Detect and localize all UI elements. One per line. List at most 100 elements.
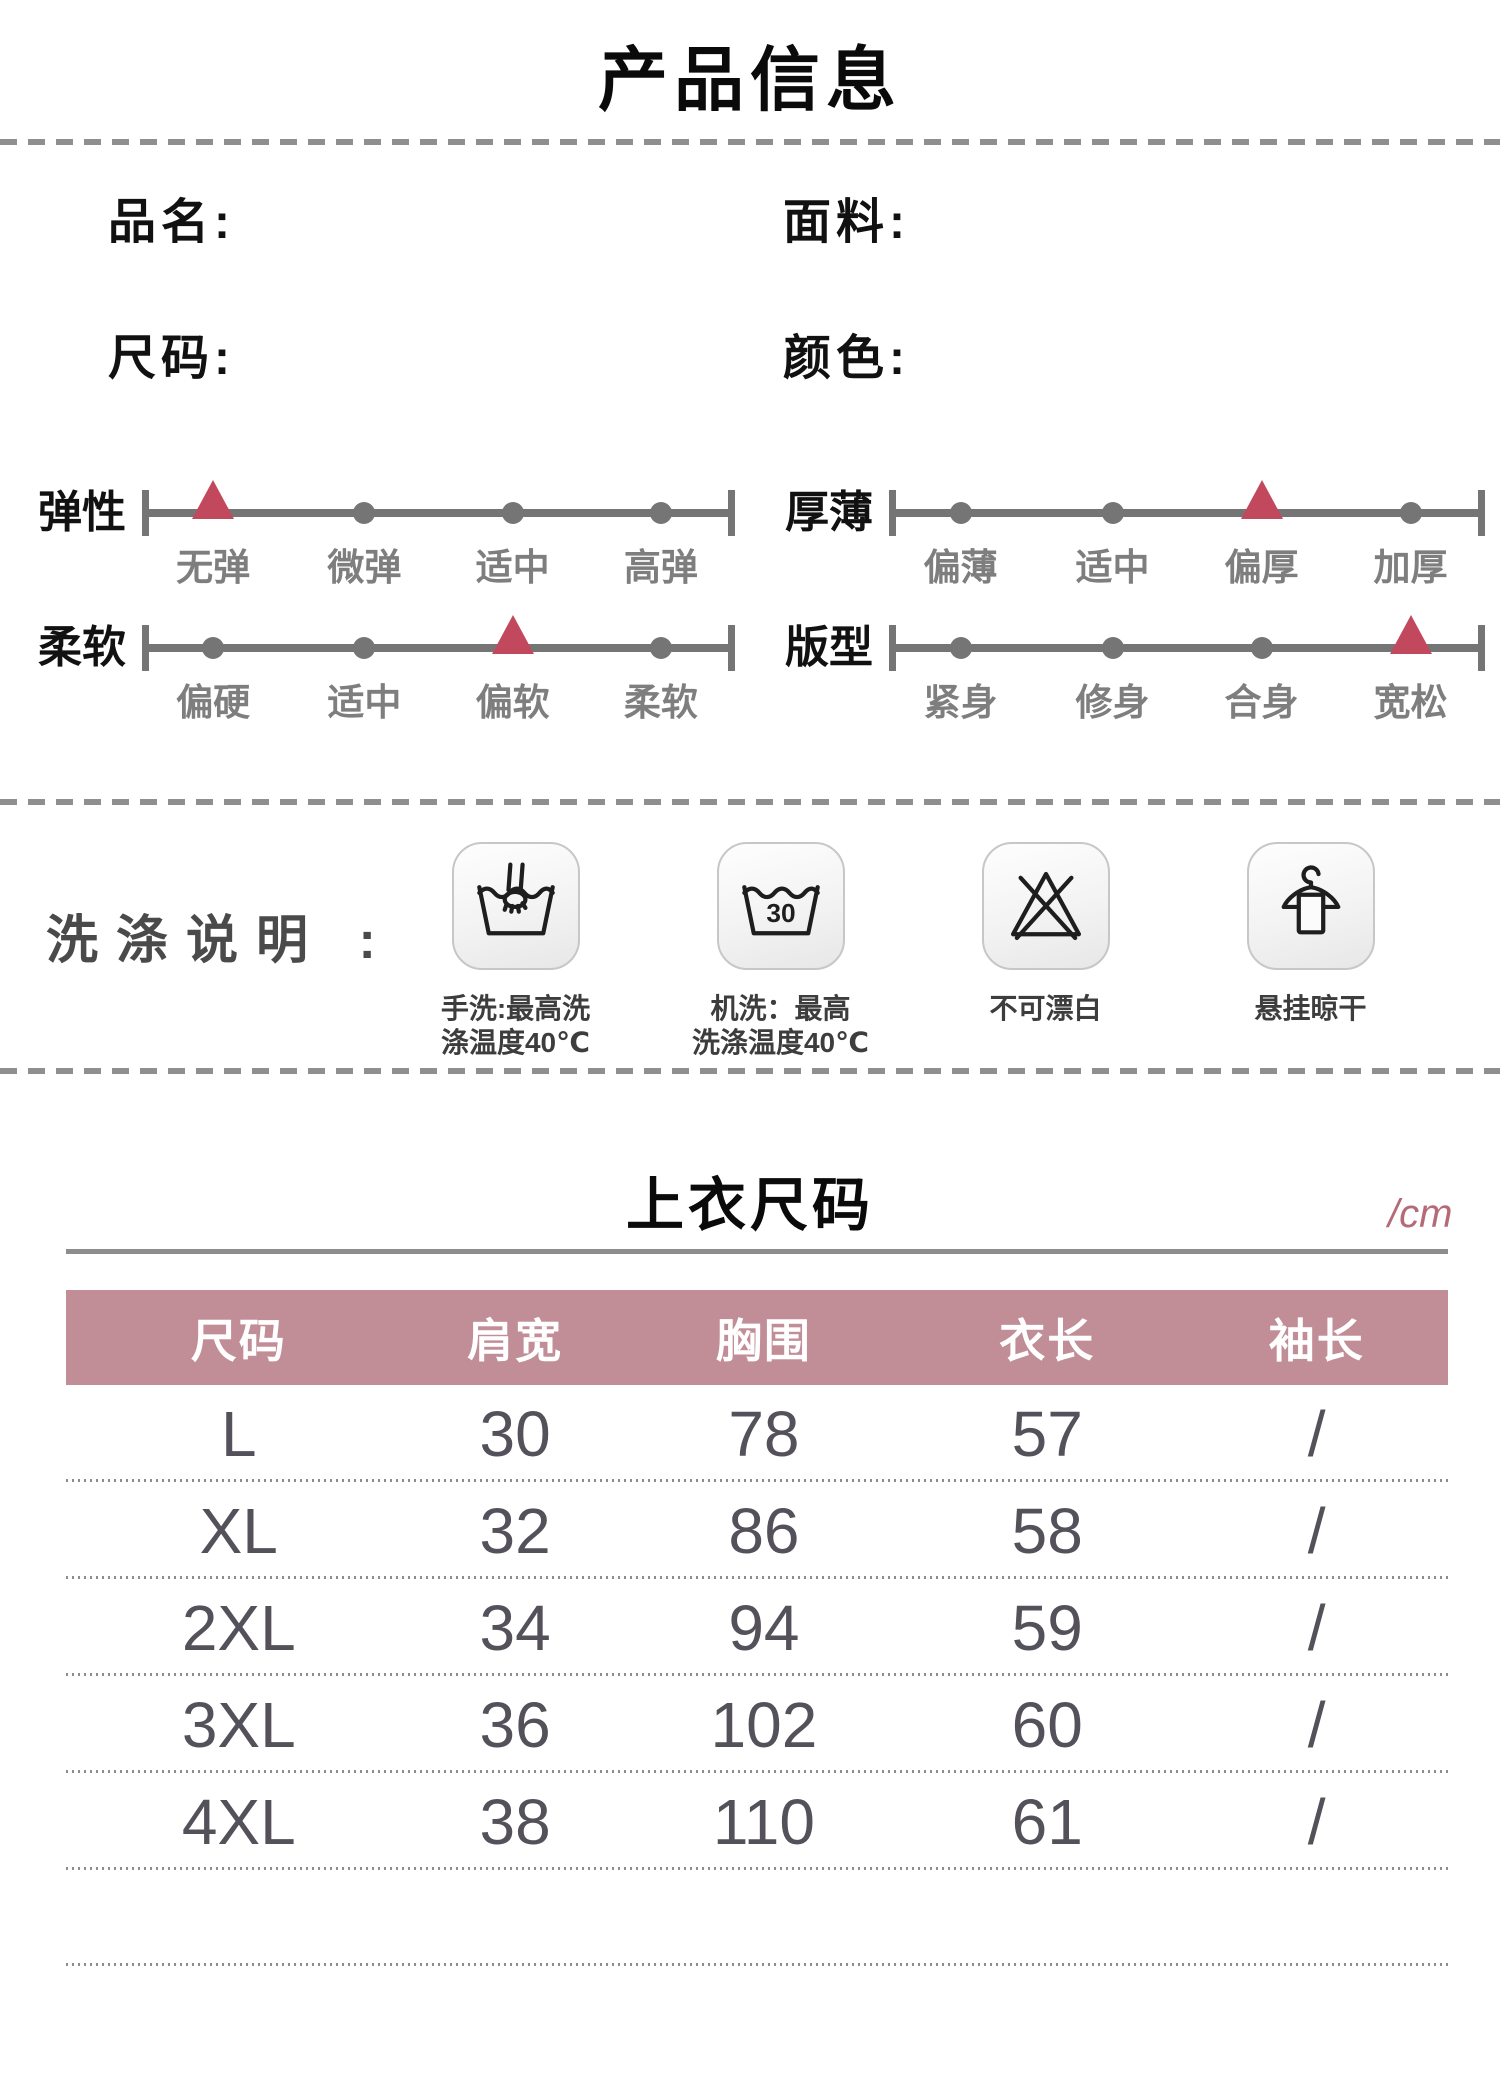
table-cell: L xyxy=(220,1397,257,1470)
stop-label: 微弹 xyxy=(327,547,402,588)
table-cell: 32 xyxy=(479,1494,551,1567)
table-cell: 102 xyxy=(710,1688,818,1761)
slider-softness-label: 柔软 xyxy=(38,623,126,672)
dot-marker-icon xyxy=(949,502,972,524)
table-cell: / xyxy=(1307,1591,1326,1664)
table-cell: 34 xyxy=(479,1591,551,1664)
table-cell: / xyxy=(1307,1688,1326,1761)
field-label-fabric: 面料: xyxy=(783,196,910,249)
table-cell: 2XL xyxy=(181,1591,296,1664)
table-cell: 36 xyxy=(479,1688,551,1761)
size-table: 尺码 肩宽 胸围 衣长 袖长 L 30 78 57 / XL 32 86 58 … xyxy=(66,1290,1448,1966)
stop-label: 合身 xyxy=(1224,682,1299,723)
wash-caption: 手洗:最高洗 涤温度40℃ xyxy=(441,992,590,1060)
stop-label: 偏硬 xyxy=(176,682,251,723)
slider-softness: 柔软 偏硬 适中 偏软 柔软 xyxy=(38,615,735,725)
size-table-header-row: 尺码 肩宽 胸围 衣长 袖长 xyxy=(66,1290,1448,1385)
slider-elasticity-track: 无弹 微弹 适中 高弹 xyxy=(142,480,735,588)
icon-box: 30 xyxy=(716,842,845,970)
wash-caption: 悬挂晾干 xyxy=(1254,992,1366,1026)
stop-label: 适中 xyxy=(1075,547,1150,588)
no-bleach-icon xyxy=(1010,871,1081,941)
table-cell: / xyxy=(1307,1785,1326,1858)
stop-label: 宽松 xyxy=(1373,682,1448,723)
stop-label: 偏厚 xyxy=(1224,547,1299,588)
dot-marker-icon xyxy=(1101,637,1124,659)
slider-thickness-label: 厚薄 xyxy=(785,488,873,537)
page-title: 产品信息 xyxy=(598,41,902,119)
field-label-size: 尺码: xyxy=(108,332,235,385)
size-table-title: 上衣尺码 xyxy=(625,1173,874,1238)
stop-label: 适中 xyxy=(327,682,402,723)
table-row: 2XL 34 94 59 / xyxy=(66,1579,1448,1676)
caption-line: 洗涤温度40℃ xyxy=(691,1027,870,1059)
stop-label: 柔软 xyxy=(623,682,698,723)
wash-item-hang-dry: 悬挂晾干 xyxy=(1203,842,1418,1060)
selected-marker-triangle-icon xyxy=(192,480,235,519)
wash-section-label: 洗涤说明 : xyxy=(46,912,394,970)
table-cell: 4XL xyxy=(181,1785,296,1858)
table-cell: / xyxy=(1307,1494,1326,1567)
table-cell: / xyxy=(1307,1397,1326,1470)
stop-label: 无弹 xyxy=(176,547,251,588)
selected-marker-triangle-icon xyxy=(1389,615,1432,654)
table-top-rule xyxy=(66,1249,1448,1254)
slider-softness-track: 偏硬 适中 偏软 柔软 xyxy=(142,615,735,723)
hand-wash-icon xyxy=(476,862,555,936)
dashed-divider xyxy=(0,799,1500,805)
icon-box xyxy=(981,842,1110,970)
dot-marker-icon xyxy=(501,502,524,524)
column-header: 胸围 xyxy=(715,1314,812,1367)
table-row: L 30 78 57 / xyxy=(66,1385,1448,1482)
slider-fit: 版型 紧身 修身 合身 宽松 xyxy=(785,615,1485,725)
dot-marker-icon xyxy=(1101,502,1124,524)
table-cell: 61 xyxy=(1011,1785,1083,1858)
caption-line: 不可漂白 xyxy=(989,993,1102,1024)
wash-temp-label: 30 xyxy=(766,898,795,928)
dot-marker-icon xyxy=(1399,502,1422,524)
hang-dry-icon xyxy=(1281,865,1340,935)
stop-label: 偏薄 xyxy=(923,547,998,588)
table-cell: 59 xyxy=(1011,1591,1083,1664)
slider-fit-track: 紧身 修身 合身 宽松 xyxy=(889,615,1485,723)
field-label-product-name: 品名: xyxy=(108,196,235,249)
column-header: 尺码 xyxy=(190,1314,287,1367)
icon-box xyxy=(451,842,580,970)
slider-fit-label: 版型 xyxy=(785,623,873,672)
wash-caption: 不可漂白 xyxy=(989,992,1101,1026)
icon-box xyxy=(1246,842,1375,970)
stop-label: 适中 xyxy=(475,547,550,588)
caption-line: 机洗：最高 xyxy=(710,993,851,1024)
table-cell: 60 xyxy=(1011,1688,1083,1761)
wash-item-no-bleach: 不可漂白 xyxy=(938,842,1153,1060)
field-label-color: 颜色: xyxy=(783,332,910,385)
selected-marker-triangle-icon xyxy=(1240,480,1283,519)
dot-marker-icon xyxy=(202,637,225,659)
slider-thickness-track: 偏薄 适中 偏厚 加厚 xyxy=(889,480,1485,588)
slider-elasticity-label: 弹性 xyxy=(38,488,126,537)
dot-marker-icon xyxy=(949,637,972,659)
column-header: 衣长 xyxy=(999,1314,1096,1367)
table-cell: XL xyxy=(199,1494,278,1567)
dot-marker-icon xyxy=(649,637,672,659)
column-header: 袖长 xyxy=(1268,1314,1365,1367)
wash-item-machine-wash: 30 机洗：最高 洗涤温度40℃ xyxy=(673,842,888,1060)
dot-marker-icon xyxy=(353,502,376,524)
caption-line: 涤温度40℃ xyxy=(440,1027,591,1059)
table-cell: 38 xyxy=(479,1785,551,1858)
table-cell: 58 xyxy=(1011,1494,1083,1567)
stop-label: 高弹 xyxy=(623,547,698,588)
table-cell: 110 xyxy=(712,1785,815,1858)
table-cell: 3XL xyxy=(181,1688,296,1761)
wash-item-hand-wash: 手洗:最高洗 涤温度40℃ xyxy=(408,842,623,1060)
caption-line: 手洗:最高洗 xyxy=(440,993,591,1024)
stop-label: 紧身 xyxy=(923,682,998,723)
dashed-divider xyxy=(0,139,1500,145)
table-cell: 94 xyxy=(728,1591,800,1664)
table-cell: 30 xyxy=(479,1397,551,1470)
machine-wash-icon: 30 xyxy=(741,885,820,936)
table-row: XL 32 86 58 / xyxy=(66,1482,1448,1579)
column-header: 肩宽 xyxy=(467,1314,564,1367)
slider-thickness: 厚薄 偏薄 适中 偏厚 加厚 xyxy=(785,480,1485,590)
